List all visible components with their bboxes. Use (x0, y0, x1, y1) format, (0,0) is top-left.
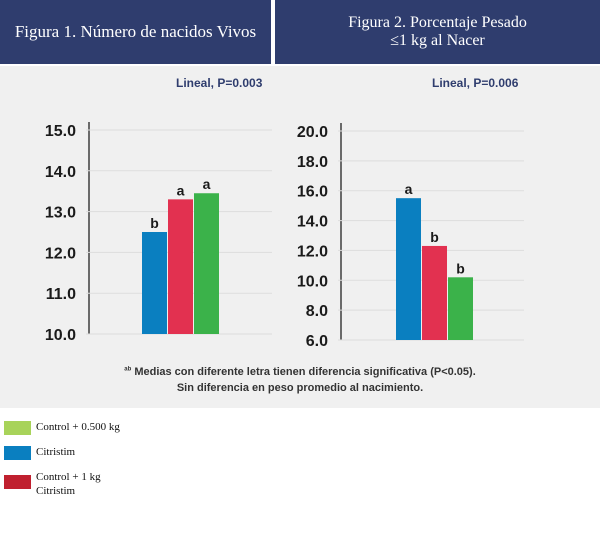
footnote-superscript: ab (124, 366, 132, 373)
y-tick-label: 18.0 (297, 154, 328, 171)
figure2-title-line1: Figura 2. Porcentaje Pesado (348, 14, 527, 31)
figure2-annotation: Lineal, P=0.006 (432, 76, 519, 90)
y-tick-label: 10.0 (297, 273, 328, 290)
legend-item-citristim: Citristim (4, 445, 75, 460)
legend-label: Control + 1 kg (36, 471, 101, 483)
bar (396, 198, 421, 340)
legend-item-control-1kg: Control + 1 kg Citristim (4, 470, 101, 498)
y-tick-label: 14.0 (45, 164, 76, 181)
legend-swatch-red (4, 475, 31, 489)
bar (448, 277, 473, 340)
bar-label: b (456, 260, 465, 276)
legend-label: Control + 0.500 kg (36, 421, 120, 433)
figure2-header: Figura 2. Porcentaje Pesado ≤1 kg al Nac… (275, 0, 600, 64)
y-tick-label: 6.0 (306, 333, 328, 350)
y-tick-label: 16.0 (297, 184, 328, 201)
legend-swatch-green (4, 421, 31, 435)
y-tick-label: 10.0 (45, 327, 76, 344)
legend-label: Citristim (36, 446, 76, 458)
footnote-line2: Sin diferencia en peso promedio al nacim… (176, 382, 424, 394)
legend-item-control-0500: Control + 0.500 kg (4, 420, 120, 435)
y-tick-label: 20.0 (297, 124, 328, 141)
figure2-title-line2: ≤1 kg al Nacer (390, 32, 485, 49)
y-tick-label: 11.0 (46, 286, 76, 303)
footnote-line1: ab Medias con diferente letra tienen dif… (0, 366, 600, 378)
bar (142, 232, 167, 334)
y-tick-label: 15.0 (45, 123, 76, 140)
bar-label: a (177, 182, 185, 198)
y-tick-label: 12.0 (45, 245, 76, 262)
bar-label: a (203, 176, 211, 192)
bar (168, 199, 193, 334)
bar-label: a (405, 181, 413, 197)
legend-label-line2: Citristim (36, 485, 76, 497)
bar (422, 245, 447, 340)
charts-svg: 15.0 14.0 13.0 12.0 11.0 10.0 b a a 20.0 18.0 16.0 1… (45, 122, 524, 350)
y-tick-label: 12.0 (297, 243, 328, 260)
bar-label: b (430, 229, 439, 245)
y-tick-label: 13.0 (45, 205, 76, 222)
bar-label: b (150, 215, 159, 231)
figure1-annotation: Lineal, P=0.003 (176, 76, 263, 90)
figure1-title: Figura 1. Número de nacidos Vivos (14, 22, 257, 41)
footnote-text-1: Medias con diferente letra tienen difere… (134, 366, 476, 378)
legend-swatch-blue (4, 446, 31, 460)
bar (194, 193, 219, 334)
legend-label-group: Control + 1 kg Citristim (36, 470, 101, 498)
y-tick-label: 14.0 (297, 214, 328, 231)
y-tick-label: 8.0 (306, 303, 328, 320)
figure1-header: Figura 1. Número de nacidos Vivos (0, 0, 271, 64)
charts-panel: Lineal, P=0.003 Lineal, P=0.006 15.0 14.0… (0, 66, 600, 408)
